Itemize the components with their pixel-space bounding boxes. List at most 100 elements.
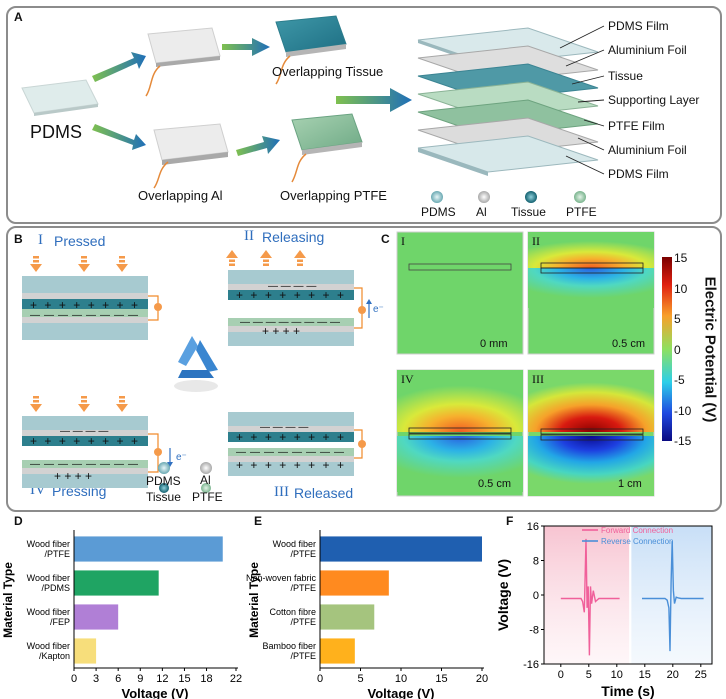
chart-e-bar-2 bbox=[320, 604, 375, 630]
chart-e-category-label-1: Non-woven fabric/PTFE bbox=[246, 573, 317, 593]
panel-f-letter: F bbox=[506, 514, 514, 528]
layer-label-tissue: Tissue bbox=[608, 69, 643, 83]
chart-e-x-tick-label-1: 5 bbox=[357, 673, 363, 685]
chart-d-bar-2 bbox=[74, 604, 119, 630]
layer-label-aluminium-foil-top: Aluminium Foil bbox=[608, 43, 687, 57]
potential-map-iv bbox=[396, 369, 524, 497]
b-legend-label-ptfe: PTFE bbox=[192, 490, 223, 504]
colorbar-tick-minus-5: -5 bbox=[674, 373, 685, 387]
chart-d-bar-1 bbox=[74, 570, 159, 596]
panel-d-letter: D bbox=[14, 514, 23, 528]
chart-f-y-tick-label-2: 0 bbox=[533, 590, 539, 602]
ptfe-sheet bbox=[291, 113, 363, 183]
b-legend-al-ball bbox=[200, 462, 212, 474]
colorbar-title: Electric Potential (V) bbox=[701, 276, 719, 423]
svg-text:— — — — — — — —: — — — — — — — — bbox=[240, 317, 340, 328]
chart-f-y-tick-label-3: 8 bbox=[533, 556, 539, 568]
stage-i-label: Pressed bbox=[54, 233, 106, 249]
chart-d-x-tick-label-6: 18 bbox=[200, 673, 212, 685]
chart-d-category-label-2: Wood fiber/FEP bbox=[27, 607, 70, 627]
process-arrows bbox=[92, 38, 412, 156]
stage-iv-diagram: ++++++++ — — — — — — — — — — — — + + + + bbox=[22, 396, 173, 488]
chart-d-bar-0 bbox=[74, 536, 223, 562]
stage-iii-roman: III bbox=[274, 484, 289, 500]
map-i-roman: I bbox=[401, 234, 405, 248]
chart-d-x-tick-label-3: 9 bbox=[137, 673, 143, 685]
chart-f-y-tick-label-0: -16 bbox=[523, 659, 539, 671]
layer-label-pdms-film-bottom: PDMS Film bbox=[608, 167, 669, 181]
pdms-sheet bbox=[21, 79, 99, 116]
chart-d-x-tick-label-4: 12 bbox=[156, 673, 168, 685]
chart-f-legend-label-1: Reverse Connection bbox=[601, 537, 673, 546]
chart-e-category-label-0: Wood fiber/PTFE bbox=[273, 539, 316, 559]
chart-e: Wood fiber/PTFE Non-woven fabric/PTFE Cott… bbox=[246, 530, 488, 699]
stage-i-roman: I bbox=[38, 232, 43, 248]
chart-d-category-label-1: Wood fiber/PDMS bbox=[27, 573, 70, 593]
potential-map-iii bbox=[527, 369, 655, 497]
chart-e-x-tick-label-0: 0 bbox=[317, 673, 323, 685]
svg-text:— — — — — — — —: — — — — — — — — bbox=[236, 447, 344, 458]
map-iv-distance: 0.5 cm bbox=[478, 478, 512, 490]
chart-e-category-label-3: Bamboo fiber/PTFE bbox=[262, 641, 316, 661]
chart-d-x-axis-label: Voltage (V) bbox=[122, 686, 189, 699]
layer-label-supporting-layer: Supporting Layer bbox=[608, 93, 700, 107]
overlapping-al-label: Overlapping Al bbox=[138, 188, 223, 203]
svg-text:— — — —: — — — — bbox=[268, 281, 316, 292]
chart-f-series-1-line bbox=[642, 541, 704, 652]
b-legend-label-pdms: PDMS bbox=[146, 474, 181, 488]
cycle-arrows-icon bbox=[174, 336, 218, 392]
panel-c-maps bbox=[396, 231, 672, 497]
svg-text:— — — — — — — —: — — — — — — — — bbox=[30, 459, 138, 470]
colorbar-tick-15: 15 bbox=[674, 251, 688, 265]
chart-f-x-tick-label-3: 15 bbox=[639, 669, 651, 681]
potential-map-ii bbox=[527, 231, 655, 355]
chart-f-x-axis-label: Time (s) bbox=[601, 683, 654, 699]
panel-a-letter: A bbox=[14, 10, 23, 24]
panel-c-letter: C bbox=[381, 232, 390, 246]
overlapping-tissue-label: Overlapping Tissue bbox=[272, 64, 384, 79]
chart-d-x-tick-label-0: 0 bbox=[71, 673, 77, 685]
chart-f-y-tick-label-1: -8 bbox=[529, 625, 539, 637]
chart-d-category-label-3: Wood fiber/Kapton bbox=[27, 641, 70, 661]
chart-e-y-axis-label: Material Type bbox=[247, 562, 261, 638]
chart-d: Wood fiber/PTFE Wood fiber/PDMS Wood fiber… bbox=[1, 530, 242, 699]
chart-f-x-tick-label-1: 5 bbox=[586, 669, 592, 681]
chart-e-x-tick-label-2: 10 bbox=[395, 673, 407, 685]
overlapping-ptfe-label: Overlapping PTFE bbox=[280, 188, 387, 203]
layer-label-ptfe-film: PTFE Film bbox=[608, 119, 665, 133]
colorbar bbox=[662, 257, 672, 441]
chart-d-x-tick-label-2: 6 bbox=[115, 673, 121, 685]
chart-e-bar-1 bbox=[320, 570, 389, 596]
tissue-sheet bbox=[275, 15, 347, 85]
colorbar-tick-minus-15: -15 bbox=[674, 434, 692, 448]
stage-iii-label: Released bbox=[294, 485, 354, 501]
legend-label-pdms: PDMS bbox=[421, 205, 456, 219]
al-sheet-top bbox=[145, 27, 221, 97]
b-legend-label-tissue: Tissue bbox=[146, 490, 181, 504]
pdms-label: PDMS bbox=[30, 122, 83, 142]
colorbar-tick-0: 0 bbox=[674, 343, 681, 357]
chart-e-x-axis-label: Voltage (V) bbox=[368, 686, 435, 699]
layer-leader-lines bbox=[559, 25, 605, 175]
svg-text:— — — —: — — — — bbox=[60, 426, 108, 437]
legend-label-ptfe: PTFE bbox=[566, 205, 597, 219]
chart-e-x-tick-label-4: 20 bbox=[476, 673, 488, 685]
chart-f-legend-label-0: Forward Connection bbox=[601, 526, 673, 535]
panel-a-drawing bbox=[21, 15, 605, 203]
chart-e-bar-0 bbox=[320, 536, 482, 562]
b-legend-ptfe-ball bbox=[201, 483, 211, 493]
chart-f-x-tick-label-2: 10 bbox=[611, 669, 623, 681]
stage-ii-label: Releasing bbox=[262, 229, 325, 245]
stage-i-diagram: ++++++++ — — — — — — — — bbox=[22, 256, 162, 340]
chart-e-x-tick-label-3: 15 bbox=[435, 673, 447, 685]
chart-f-x-tick-label-0: 0 bbox=[558, 669, 564, 681]
stage-ii-diagram: ++++++++ — — — — — — — — — — — — + + + + bbox=[226, 250, 372, 346]
svg-text:+ + + +: + + + + bbox=[262, 324, 300, 338]
b-legend-pdms-ball bbox=[158, 462, 170, 474]
panel-e-letter: E bbox=[254, 514, 263, 528]
legend-al-ball bbox=[478, 191, 490, 203]
chart-e-bar-3 bbox=[320, 638, 355, 664]
map-ii-roman: II bbox=[532, 234, 540, 248]
electron-label-ii: e⁻ bbox=[373, 304, 384, 315]
chart-f-x-tick-label-4: 20 bbox=[667, 669, 679, 681]
